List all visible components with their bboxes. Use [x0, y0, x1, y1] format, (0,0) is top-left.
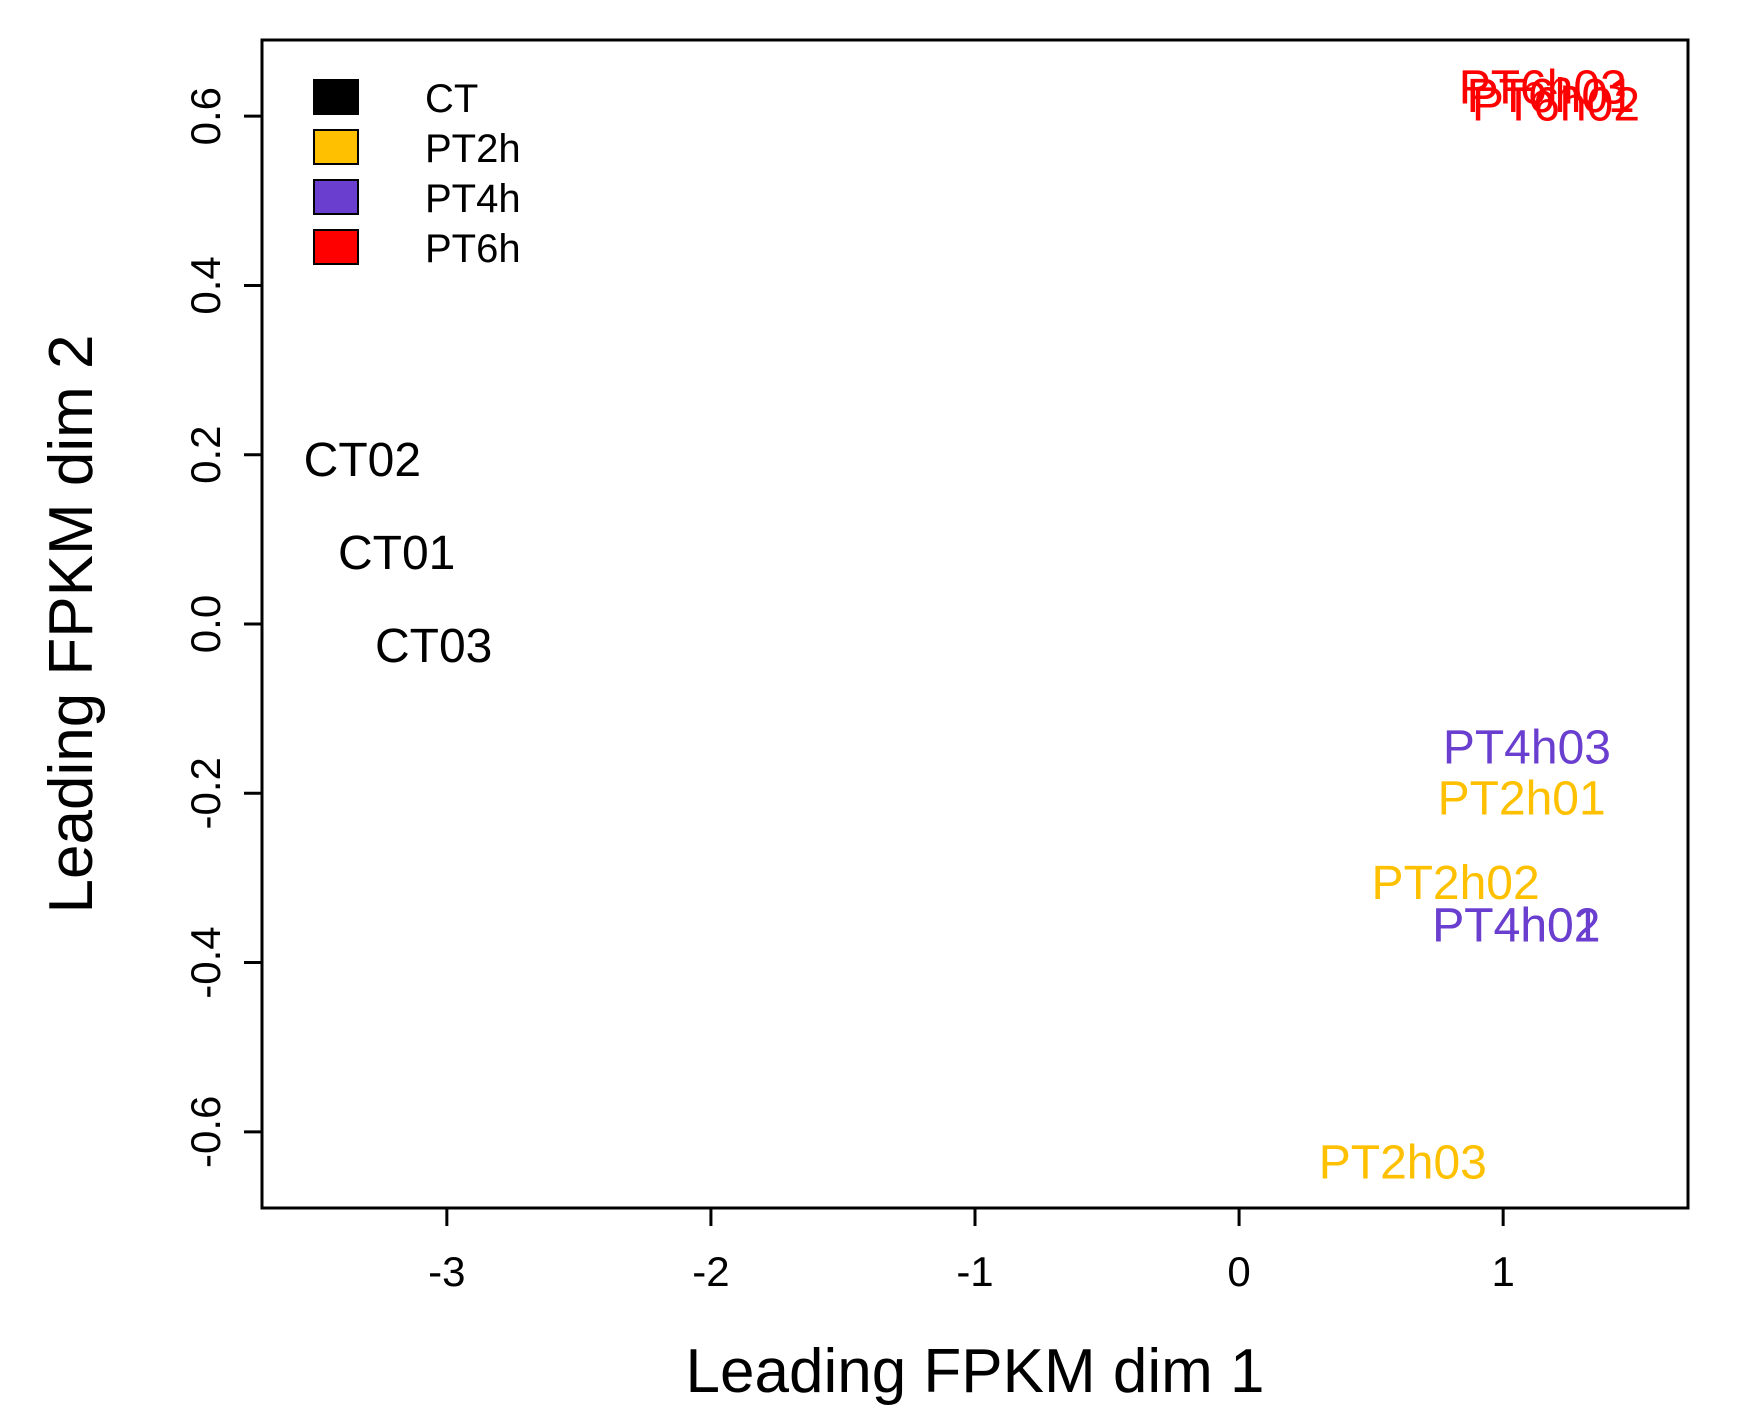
y-axis-title: Leading FPKM dim 2 — [37, 335, 106, 914]
y-tick-label: -0.2 — [182, 757, 229, 829]
x-tick-label: -1 — [956, 1248, 993, 1295]
legend-label: PT6h — [425, 227, 521, 271]
point-label: PT2h02 — [1372, 857, 1540, 910]
y-tick-label: 0.4 — [182, 256, 229, 314]
x-tick-label: 1 — [1491, 1248, 1514, 1295]
point-label: PT4h01 — [1432, 899, 1600, 952]
point-label: CT02 — [304, 434, 421, 487]
legend: CT PT2h PT4h PT6h — [313, 77, 521, 271]
data-points: CT02CT01CT03PT4h03PT2h01PT2h02PT4h01PT4h… — [304, 61, 1640, 1189]
point-label: PT4h02 — [1432, 899, 1600, 952]
legend-swatch — [313, 129, 359, 165]
legend-swatch — [313, 79, 359, 115]
point-label: PT2h03 — [1319, 1136, 1487, 1189]
point-label: PT6h03 — [1459, 61, 1627, 114]
point-label: PT6h01 — [1467, 70, 1635, 123]
legend-swatch — [313, 179, 359, 215]
legend-label: CT — [425, 77, 478, 121]
y-axis: -0.6 -0.4 -0.2 0.0 0.2 0.4 0.6 — [182, 87, 264, 1168]
legend-swatch — [313, 229, 359, 265]
y-tick-label: 0.0 — [182, 595, 229, 653]
x-axis: -3 -2 -1 0 1 — [428, 1206, 1515, 1295]
y-tick-label: 0.6 — [182, 87, 229, 145]
x-tick-label: 0 — [1227, 1248, 1250, 1295]
x-tick-label: -3 — [428, 1248, 465, 1295]
point-label: CT03 — [375, 620, 492, 673]
point-label: CT01 — [338, 527, 455, 580]
y-tick-label: 0.2 — [182, 426, 229, 484]
x-tick-label: -2 — [692, 1248, 729, 1295]
legend-label: PT2h — [425, 127, 521, 171]
y-tick-label: -0.6 — [182, 1096, 229, 1168]
x-axis-title: Leading FPKM dim 1 — [686, 1337, 1265, 1406]
y-tick-label: -0.4 — [182, 926, 229, 998]
legend-label: PT4h — [425, 177, 521, 221]
point-label: PT4h03 — [1443, 722, 1611, 775]
point-label: PT6h02 — [1472, 78, 1640, 131]
point-label: PT2h01 — [1438, 772, 1606, 825]
